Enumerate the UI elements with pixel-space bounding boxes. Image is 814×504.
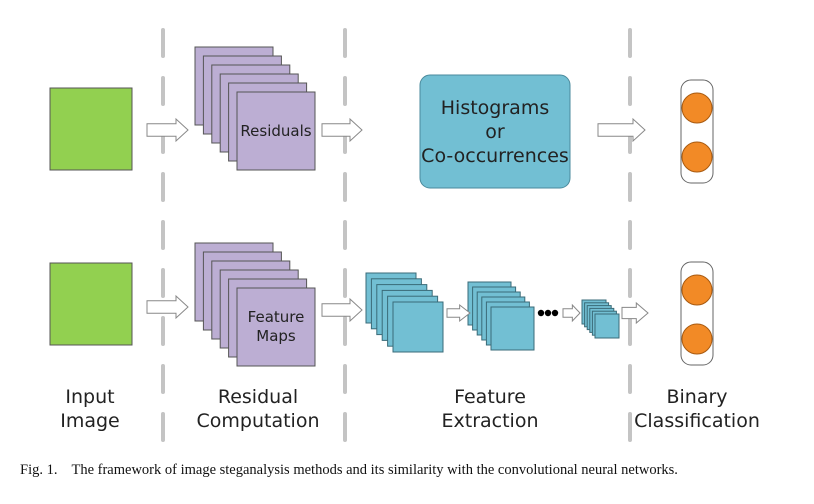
layer bbox=[392, 301, 444, 353]
feature-map-stack bbox=[194, 242, 316, 367]
figure-caption: Fig. 1. The framework of image steganalys… bbox=[20, 462, 692, 479]
histogram-box bbox=[419, 74, 571, 189]
histogram-line-1: Histograms bbox=[441, 97, 549, 119]
column-dividers bbox=[161, 28, 632, 442]
arrow-icon bbox=[321, 297, 363, 323]
input-image-bottom bbox=[49, 262, 133, 346]
conv-stack-1 bbox=[365, 272, 444, 353]
arrow-icon bbox=[597, 117, 646, 143]
binary-output-top bbox=[680, 79, 714, 184]
feature-maps-label-2: Maps bbox=[256, 327, 296, 345]
label-input-2: Image bbox=[60, 410, 120, 432]
binary-output-bottom bbox=[680, 261, 714, 366]
feature-maps-label-1: Feature bbox=[248, 308, 305, 326]
conv-stack-3 bbox=[581, 299, 620, 339]
arrow-icon bbox=[562, 303, 581, 323]
ellipsis-dots bbox=[537, 309, 559, 317]
arrow-icon bbox=[621, 301, 649, 325]
label-residual-2: Computation bbox=[197, 410, 320, 432]
layer bbox=[236, 91, 316, 171]
label-feature-2: Extraction bbox=[442, 410, 539, 432]
arrow-icon bbox=[146, 294, 189, 320]
arrow-icon bbox=[146, 117, 189, 143]
conv-stack-2 bbox=[467, 281, 535, 351]
residual-stack bbox=[194, 46, 316, 171]
histogram-line-2: or bbox=[485, 121, 505, 143]
arrow-icon bbox=[446, 303, 471, 323]
caption-text: The framework of image steganalysis meth… bbox=[71, 462, 678, 478]
label-feature-1: Feature bbox=[454, 386, 526, 408]
histogram-line-3: Co-occurrences bbox=[421, 145, 569, 167]
layer bbox=[594, 313, 620, 339]
label-binary-1: Binary bbox=[666, 386, 727, 408]
label-binary-2: Classification bbox=[634, 410, 760, 432]
layer bbox=[236, 287, 316, 367]
layer bbox=[490, 306, 535, 351]
label-residual-1: Residual bbox=[218, 386, 298, 408]
residuals-label: Residuals bbox=[240, 122, 311, 140]
input-image-top bbox=[49, 87, 133, 171]
label-input-1: Input bbox=[65, 386, 114, 408]
arrow-icon bbox=[321, 117, 363, 143]
caption-label: Fig. 1. bbox=[20, 462, 58, 478]
